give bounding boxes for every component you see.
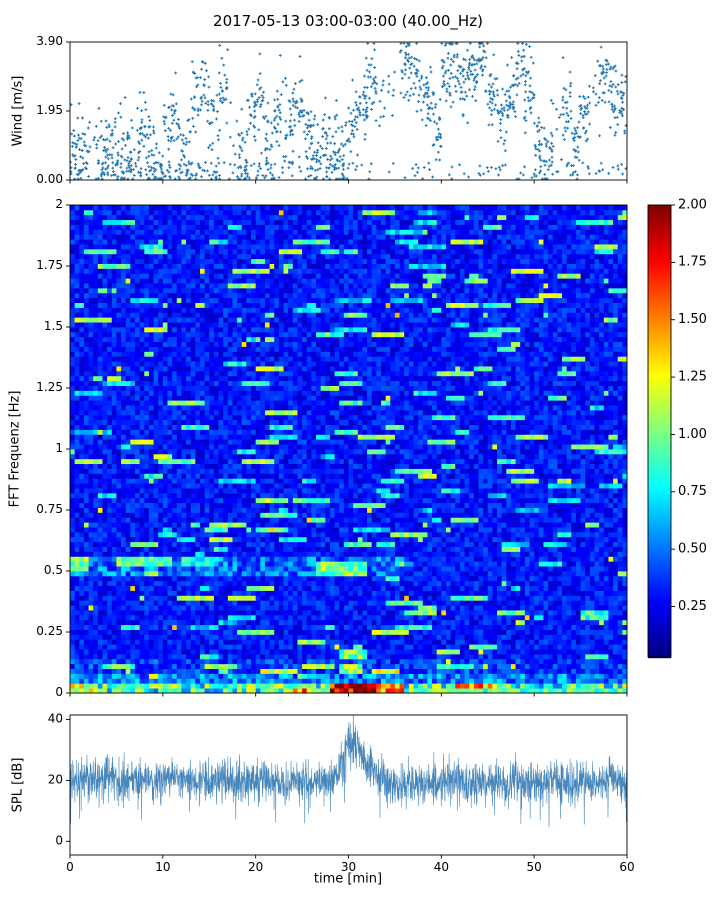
fft-frequency-ylabel: FFT Frequenz [Hz] [7,390,23,508]
spl-ylabel: SPL [dB] [10,757,26,813]
figure-title: 2017-05-13 03:00-03:00 (40.00_Hz) [213,12,483,30]
wind-ylabel: Wind [m/s] [10,75,26,147]
time-xlabel: time [min] [313,871,383,887]
